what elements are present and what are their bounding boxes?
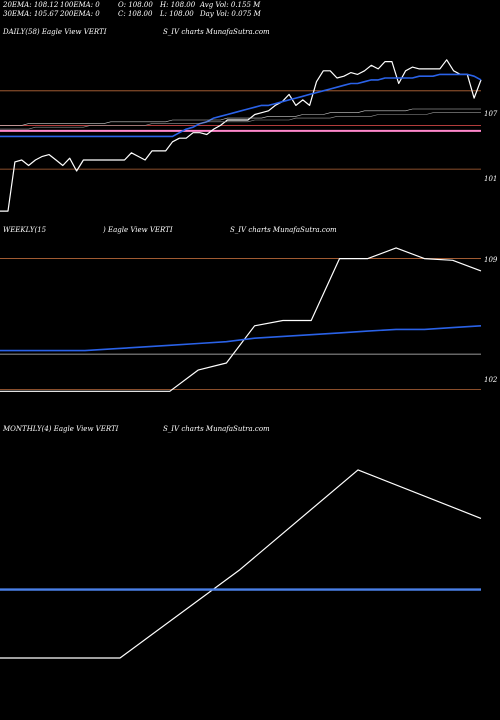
weekly-series-1	[0, 325, 482, 352]
daily-panel-source: S_IV charts MunafaSutra.com	[163, 28, 270, 36]
daily-series-2	[0, 108, 481, 126]
header-ema200: 200EMA: 0	[60, 10, 100, 18]
header-ema100: 100EMA: 0	[60, 1, 100, 9]
header-low: L: 108.00	[160, 10, 194, 18]
header-open: O: 108.00	[118, 1, 153, 9]
monthly-panel-label: MONTHLY(4) Eagle View VERTI	[3, 425, 119, 433]
monthly-panel-source: S_IV charts MunafaSutra.com	[163, 425, 270, 433]
weekly-chart	[0, 247, 482, 392]
daily-chart	[0, 59, 482, 212]
weekly-ytick-bottom: 102	[484, 376, 498, 384]
header-ema20: 20EMA: 108.12	[3, 1, 59, 9]
daily-series-3	[0, 112, 481, 130]
daily-ytick-bottom: 101	[484, 175, 498, 183]
header-avg-vol: Avg Vol: 0.155 M	[200, 1, 261, 9]
weekly-panel-label-2: ) Eagle View VERTI	[103, 226, 173, 234]
weekly-panel-source: S_IV charts MunafaSutra.com	[230, 226, 337, 234]
weekly-series-0	[0, 247, 482, 392]
daily-series-1	[0, 73, 482, 138]
header-ema30: 30EMA: 105.67	[3, 10, 59, 18]
header-high: H: 108.00	[160, 1, 196, 9]
monthly-series-0	[0, 469, 482, 659]
daily-series-0	[0, 59, 482, 212]
weekly-ytick-top: 109	[484, 256, 498, 264]
daily-panel-label: DAILY(58) Eagle View VERTI	[3, 28, 107, 36]
daily-ytick-top: 107	[484, 110, 498, 118]
header-close: C: 108.00	[118, 10, 153, 18]
header-day-vol: Day Vol: 0.075 M	[200, 10, 261, 18]
weekly-panel-label: WEEKLY(15	[3, 226, 47, 234]
